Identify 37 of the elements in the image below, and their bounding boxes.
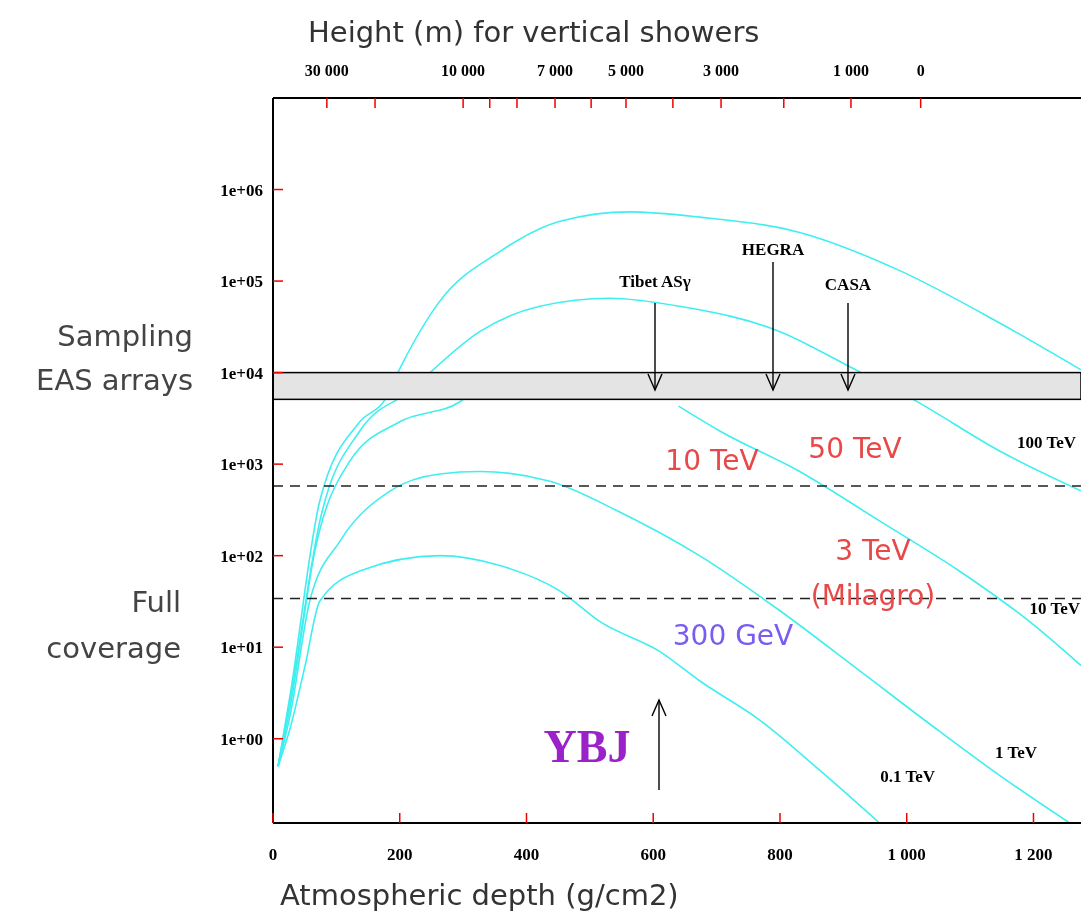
annotation: 50 TeV xyxy=(808,432,902,465)
x-tick-label: 0 xyxy=(268,845,278,864)
text: 3 000 xyxy=(703,62,740,79)
annotation: HEGRA xyxy=(741,240,805,259)
x-tick-label: 600 xyxy=(640,845,666,864)
annotation: CASA xyxy=(824,275,872,294)
x-tick-label: 200 xyxy=(387,845,413,864)
series-label: 1 TeV xyxy=(995,743,1038,762)
annotation: 300 GeV xyxy=(672,619,794,652)
x-tick-label: 400 xyxy=(513,845,540,864)
x-tick-label: 1 200 xyxy=(1014,845,1053,864)
y-tick-label: 1e+02 xyxy=(220,546,263,566)
text: 30 000 xyxy=(304,62,349,79)
series-label: 0.1 TeV xyxy=(880,767,936,786)
annotation: 10 TeV xyxy=(665,444,759,477)
y-tick-label: 1e+01 xyxy=(220,638,263,658)
annotation: YBJ xyxy=(543,721,631,772)
annotation: 3 TeV (Milagro) xyxy=(810,534,936,612)
y-tick-label: 1e+05 xyxy=(220,272,263,292)
series-label: 100 TeV xyxy=(1016,433,1077,452)
text: 1 000 xyxy=(832,62,869,79)
y-tick-label: 1e+06 xyxy=(220,180,263,200)
x-tick-label: 1 000 xyxy=(887,845,926,864)
x-tick-label: 800 xyxy=(767,845,793,864)
y-tick-label: 1e+04 xyxy=(220,363,264,383)
y-tick-label: 1e+00 xyxy=(220,729,263,749)
x-axis-title: Atmospheric depth (g/cm2) xyxy=(280,878,679,912)
text: 5 000 xyxy=(607,62,644,79)
text: 7 000 xyxy=(537,62,574,79)
band-label: Sampling EAS arrays xyxy=(36,318,193,397)
annotation: Tibet ASγ xyxy=(619,272,691,291)
series-label: 10 TeV xyxy=(1029,599,1081,618)
text: Full coverage xyxy=(46,585,181,665)
y-tick-label: 1e+03 xyxy=(220,455,263,475)
x2-axis-title: Height (m) for vertical showers xyxy=(308,15,760,49)
text: 10 000 xyxy=(441,62,486,79)
text: 0 xyxy=(916,62,925,79)
